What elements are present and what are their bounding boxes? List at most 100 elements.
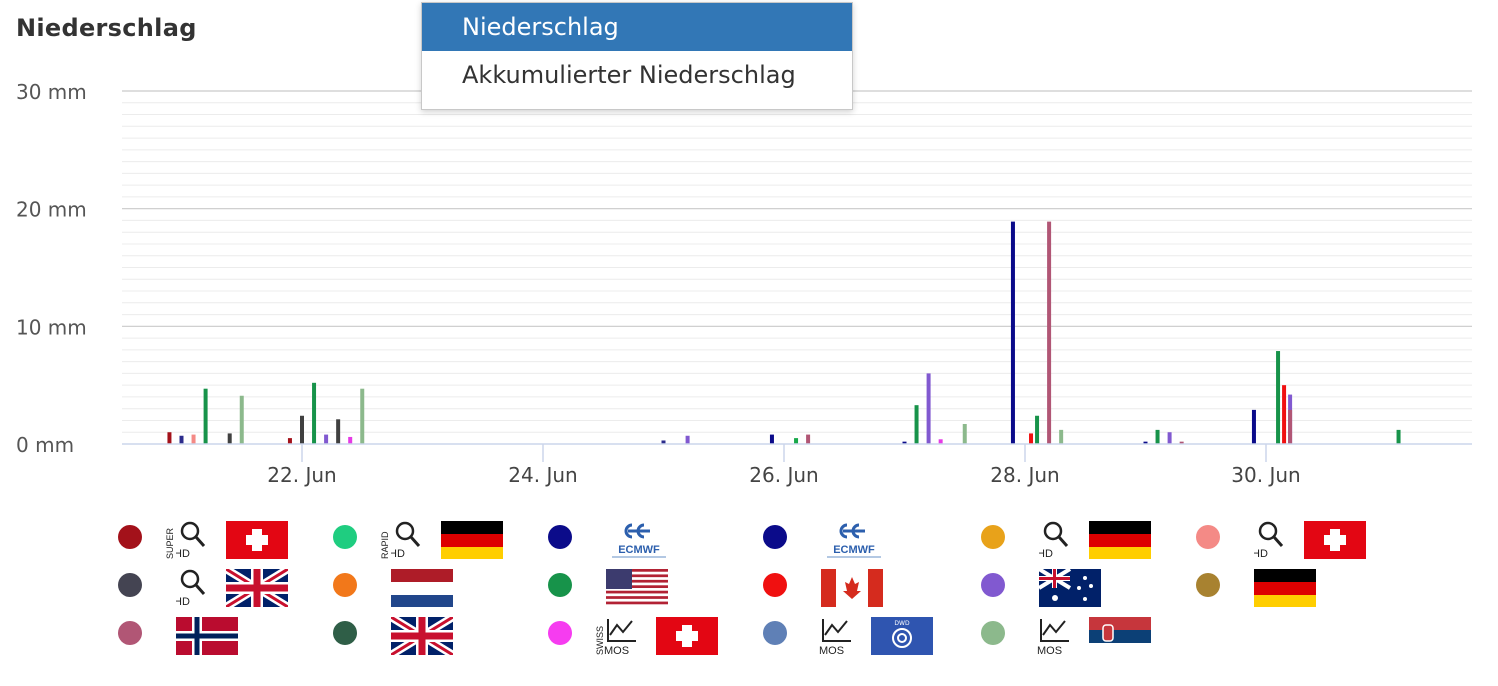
y-tick-label: 10 mm [16,315,87,339]
svg-text:MOS: MOS [819,645,844,657]
swiss-hd-model-icon: HD [1240,519,1390,563]
swiss-super-hd-model-icon: SUPER HD [162,519,312,563]
legend-color-dot [333,621,357,645]
precipitation-bar [806,434,811,444]
x-tick-label: 28. Jun [990,463,1059,487]
legend-item[interactable] [763,563,963,609]
uk-hd-model-icon: HD [162,567,312,611]
legend-item[interactable] [118,611,318,657]
legend-item[interactable]: ECMWF [548,515,748,561]
legend-item[interactable]: ECMWF [763,515,963,561]
precipitation-bar [227,433,232,444]
minor-gridlines [122,102,1472,433]
x-axis: 22. Jun 24. Jun 26. Jun 28. Jun 30. Jun [122,443,1472,487]
ecmwf-icon: ECMWF [807,519,957,563]
legend-item[interactable]: HD [118,563,318,609]
uk-flag-icon [377,615,527,659]
precipitation-bar [926,373,931,444]
legend-color-dot [548,621,572,645]
icon-hd-germany-model: HD [1025,519,1175,563]
svg-text:HD: HD [391,548,405,560]
legend-item[interactable]: RAPID HD [333,515,533,561]
legend-item[interactable] [548,563,748,609]
legend-color-dot [118,525,142,549]
legend-color-dot [1196,525,1220,549]
legend-item[interactable] [1196,563,1396,609]
precipitation-bar [348,436,353,444]
legend-item[interactable]: MOS [981,611,1181,657]
precipitation-bar [938,439,943,444]
legend-color-dot [548,525,572,549]
y-tick-label: 20 mm [16,198,87,222]
precipitation-bar [661,440,666,444]
chart-type-dropdown[interactable]: Niederschlag Akkumulierter Niederschlag [421,2,853,110]
mos-serbia-model-icon: MOS [1025,615,1175,659]
legend-item[interactable] [981,563,1181,609]
precipitation-bar [324,434,329,444]
svg-text:MOS: MOS [1037,645,1062,657]
ecmwf-icon: ECMWF [592,519,742,563]
precipitation-bar [179,435,184,444]
legend-color-dot [981,621,1005,645]
precipitation-bar [167,432,172,444]
precipitation-bar [1167,432,1172,444]
svg-text:HD: HD [176,548,190,560]
svg-text:SWISS: SWISS [595,626,605,655]
precipitation-bar [902,441,907,444]
y-axis: 0 mm 10 mm 20 mm 30 mm [16,80,87,457]
legend-color-dot [1196,573,1220,597]
svg-text:HD: HD [1254,548,1268,560]
precipitation-bar [1029,433,1034,444]
y-tick-label: 30 mm [16,80,87,104]
icon-rapid-hd-germany-model: RAPID HD [377,519,527,563]
precipitation-bar [191,434,196,444]
precipitation-bar [962,423,967,444]
netherlands-flag-icon [377,567,527,611]
precipitation-bar [1282,385,1287,444]
x-tick-label: 26. Jun [749,463,818,487]
svg-text:ECMWF: ECMWF [833,544,875,556]
precipitation-bar [1288,409,1293,444]
precipitation-bar [1035,415,1040,444]
legend-color-dot [763,621,787,645]
bars-layer [167,221,1401,444]
legend-item[interactable]: MOS DWD [763,611,963,657]
legend-color-dot [981,525,1005,549]
legend-item[interactable]: SWISS MOS [548,611,748,657]
legend-color-dot [118,573,142,597]
usa-flag-icon [592,567,742,611]
legend-item[interactable] [333,611,533,657]
legend-item[interactable]: SUPER HD [118,515,318,561]
legend-color-dot [981,573,1005,597]
precipitation-bar [1179,441,1184,444]
svg-text:HD: HD [1039,548,1053,560]
legend-color-dot [763,525,787,549]
precipitation-bar [1276,351,1281,444]
precipitation-bar [769,434,774,444]
precipitation-bar [685,435,690,444]
svg-text:SUPER: SUPER [165,527,175,559]
svg-text:ECMWF: ECMWF [618,544,660,556]
x-tick-label: 30. Jun [1231,463,1300,487]
precipitation-bar [1010,221,1015,444]
legend-color-dot [333,573,357,597]
legend-item[interactable]: HD [981,515,1181,561]
precipitation-bar [1396,429,1401,444]
chart-title: Niederschlag [16,14,197,42]
svg-text:MOS: MOS [604,645,629,657]
legend-item[interactable] [333,563,533,609]
x-tick-label: 24. Jun [508,463,577,487]
precipitation-bar [300,415,304,444]
svg-text:DWD: DWD [894,620,910,627]
precipitation-bar [360,388,365,444]
dropdown-option-akkumulierter-niederschlag[interactable]: Akkumulierter Niederschlag [462,61,796,89]
swiss-mos-model-icon: SWISS MOS [592,615,742,659]
legend-item[interactable]: HD [1196,515,1396,561]
precipitation-bar [287,438,292,444]
svg-text:RAPID: RAPID [380,531,390,559]
mos-dwd-model-icon: MOS DWD [807,615,957,659]
precipitation-bar [1143,441,1148,444]
dropdown-option-niederschlag[interactable]: Niederschlag [422,3,852,51]
precipitation-bar [336,419,341,444]
svg-text:HD: HD [176,596,190,608]
